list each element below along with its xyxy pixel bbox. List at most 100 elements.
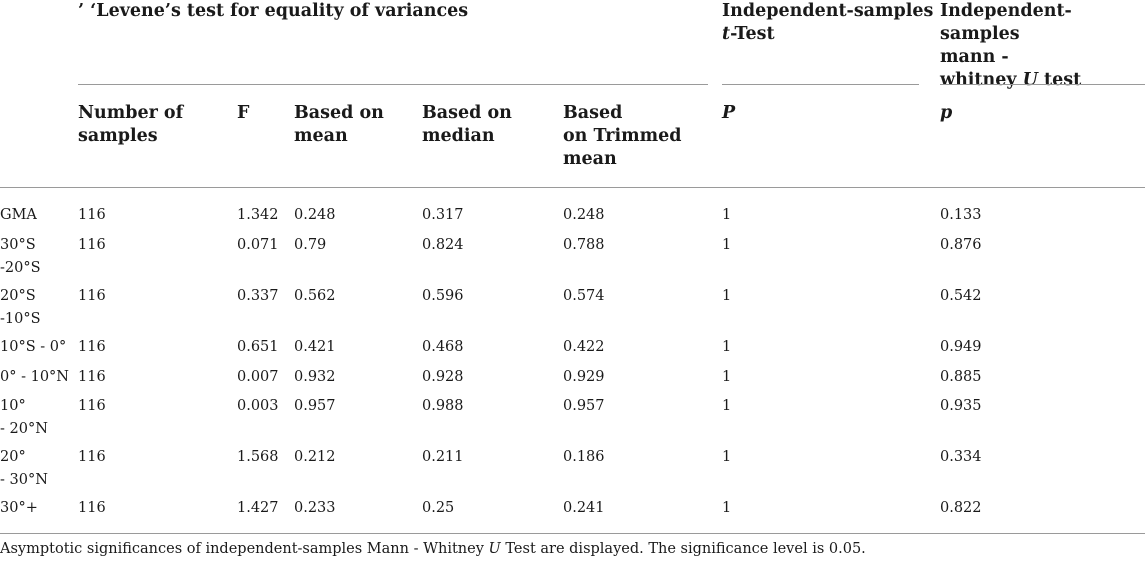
row-cell-mean: 0.79 xyxy=(294,237,327,253)
row-cell-n: 116 xyxy=(78,449,106,465)
col-based-on-mean-line2: mean xyxy=(294,126,348,146)
row-cell-n: 116 xyxy=(78,237,106,253)
row-cell-mean: 0.421 xyxy=(294,339,336,355)
ttest-header-line2: t-Test xyxy=(722,23,933,46)
row-cell-median: 0.824 xyxy=(422,237,464,253)
row-cell-f: 0.007 xyxy=(237,369,279,385)
row-cell-mw: 0.935 xyxy=(940,398,982,414)
col-based-on-median-line2: median xyxy=(422,126,495,146)
row-cell-trimmed: 0.788 xyxy=(563,237,605,253)
row-cell-trimmed: 0.422 xyxy=(563,339,605,355)
row-cell-median: 0.928 xyxy=(422,369,464,385)
row-cell-mw: 0.949 xyxy=(940,339,982,355)
col-mw-p: p xyxy=(940,102,952,125)
col-based-on-trimmed-mean-line3: mean xyxy=(563,149,617,169)
row-cell-t: 1 xyxy=(722,449,732,465)
col-based-on-median-line1: Based on xyxy=(422,103,512,123)
col-based-on-trimmed-mean-line1: Based xyxy=(563,103,623,123)
row-cell-mean: 0.248 xyxy=(294,207,336,223)
row-region-line: 10° xyxy=(0,398,26,414)
levene-header: ’ ‘Levene’s test for equality of varianc… xyxy=(78,1,469,21)
row-region-label: 10°S - 0° xyxy=(0,336,66,359)
row-cell-t: 1 xyxy=(722,237,732,253)
col-f: F xyxy=(237,103,250,123)
ttest-t-symbol: t xyxy=(722,24,731,44)
row-cell-f: 0.003 xyxy=(237,398,279,414)
row-cell-trimmed: 0.929 xyxy=(563,369,605,385)
row-cell-mean: 0.212 xyxy=(294,449,336,465)
row-region-label: 0° - 10°N xyxy=(0,366,69,389)
row-cell-t: 1 xyxy=(722,288,732,304)
mw-header-whitney: whitney xyxy=(940,70,1023,90)
row-region-line: 20°S xyxy=(0,288,36,304)
row-cell-trimmed: 0.248 xyxy=(563,207,605,223)
group-header-rule-ttest xyxy=(722,84,919,85)
column-header-rule xyxy=(0,187,1145,188)
row-cell-f: 1.342 xyxy=(237,207,279,223)
row-cell-trimmed: 0.186 xyxy=(563,449,605,465)
row-cell-t: 1 xyxy=(722,369,732,385)
col-number-of-samples-line2: samples xyxy=(78,126,158,146)
row-cell-trimmed: 0.241 xyxy=(563,500,605,516)
row-cell-n: 116 xyxy=(78,500,106,516)
row-cell-t: 1 xyxy=(722,207,732,223)
mw-header-line1: Independent-samples xyxy=(940,1,1072,44)
row-cell-t: 1 xyxy=(722,398,732,414)
mw-header-line3: whitney U test xyxy=(940,69,1145,92)
row-cell-mean: 0.932 xyxy=(294,369,336,385)
row-region-label: 10° - 20°N xyxy=(0,395,48,441)
row-region-line: 20° xyxy=(0,449,26,465)
col-based-on-trimmed-mean-line2: on Trimmed xyxy=(563,126,682,146)
row-cell-n: 116 xyxy=(78,339,106,355)
row-cell-mw: 0.133 xyxy=(940,207,982,223)
row-cell-mean: 0.562 xyxy=(294,288,336,304)
col-ttest-p: P xyxy=(722,102,735,125)
row-cell-trimmed: 0.957 xyxy=(563,398,605,414)
col-ttest-p-symbol: P xyxy=(722,103,736,123)
mw-header-test: test xyxy=(1037,70,1082,90)
row-cell-mw: 0.334 xyxy=(940,449,982,465)
row-region-line: 30°S xyxy=(0,237,36,253)
table-footnote: Asymptotic significances of independent-… xyxy=(0,540,866,558)
row-region-line: - 20°N xyxy=(0,421,48,437)
row-cell-t: 1 xyxy=(722,339,732,355)
col-number-of-samples-line1: Number of xyxy=(78,103,184,123)
ttest-header: Independent-samples t-Test xyxy=(722,0,933,46)
row-region-line: 0° - 10°N xyxy=(0,369,69,385)
ttest-header-line1: Independent-samples xyxy=(722,1,934,21)
footnote-u-symbol: U xyxy=(488,541,501,557)
row-region-line: 30°+ xyxy=(0,500,38,516)
row-cell-median: 0.211 xyxy=(422,449,464,465)
group-header-rule-mw xyxy=(940,84,1145,85)
mw-header-line2: mann - xyxy=(940,47,1009,67)
col-mw-p-symbol: p xyxy=(940,103,953,123)
row-cell-f: 0.651 xyxy=(237,339,279,355)
row-cell-median: 0.468 xyxy=(422,339,464,355)
row-region-label: 30°+ xyxy=(0,497,38,520)
row-cell-f: 0.337 xyxy=(237,288,279,304)
row-cell-mean: 0.233 xyxy=(294,500,336,516)
footnote-text-end: Test are displayed. The significance lev… xyxy=(500,541,866,557)
row-cell-n: 116 xyxy=(78,369,106,385)
footnote-text-start: Asymptotic significances of independent-… xyxy=(0,541,489,557)
row-cell-mw: 0.885 xyxy=(940,369,982,385)
col-based-on-mean-line1: Based on xyxy=(294,103,384,123)
col-number-of-samples: Number of samples xyxy=(78,102,183,148)
row-cell-mw: 0.542 xyxy=(940,288,982,304)
row-cell-median: 0.988 xyxy=(422,398,464,414)
ttest-header-suffix: -Test xyxy=(730,24,775,44)
row-region-label: 20° - 30°N xyxy=(0,446,48,492)
row-region-line: -10°S xyxy=(0,311,41,327)
row-cell-mean: 0.957 xyxy=(294,398,336,414)
row-region-line: -20°S xyxy=(0,260,41,276)
col-based-on-median: Based on median xyxy=(422,102,512,148)
row-cell-n: 116 xyxy=(78,207,106,223)
row-region-line: GMA xyxy=(0,207,37,223)
col-based-on-trimmed-mean: Based on Trimmed mean xyxy=(563,102,682,171)
row-cell-median: 0.317 xyxy=(422,207,464,223)
row-region-label: 30°S -20°S xyxy=(0,234,41,280)
col-based-on-mean: Based on mean xyxy=(294,102,384,148)
row-cell-f: 1.568 xyxy=(237,449,279,465)
row-region-line: 10°S - 0° xyxy=(0,339,67,355)
row-region-line: - 30°N xyxy=(0,472,48,488)
